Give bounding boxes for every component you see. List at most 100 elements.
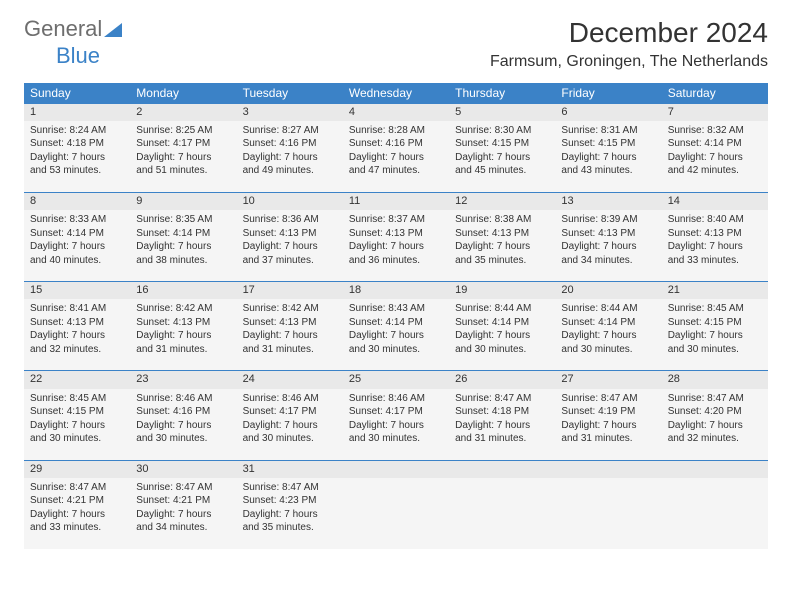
day-content-cell: Sunrise: 8:45 AMSunset: 4:15 PMDaylight:… <box>24 389 130 461</box>
sunrise-text: Sunrise: 8:25 AM <box>136 124 230 138</box>
sunset-text: Sunset: 4:13 PM <box>30 316 124 330</box>
day-number-cell: 7 <box>662 103 768 121</box>
daynum-row: 1234567 <box>24 103 768 121</box>
sunset-text: Sunset: 4:13 PM <box>349 227 443 241</box>
sunrise-text: Sunrise: 8:47 AM <box>561 392 655 406</box>
day-number-cell: 20 <box>555 282 661 300</box>
day-number-cell: 18 <box>343 282 449 300</box>
day-number-cell <box>343 460 449 478</box>
day-content-cell: Sunrise: 8:24 AMSunset: 4:18 PMDaylight:… <box>24 121 130 193</box>
content-row: Sunrise: 8:45 AMSunset: 4:15 PMDaylight:… <box>24 389 768 461</box>
daylight-text-1: Daylight: 7 hours <box>243 419 337 433</box>
day-number-cell: 13 <box>555 192 661 210</box>
sunrise-text: Sunrise: 8:47 AM <box>243 481 337 495</box>
sunset-text: Sunset: 4:16 PM <box>349 137 443 151</box>
day-content-cell <box>343 478 449 549</box>
sunrise-text: Sunrise: 8:38 AM <box>455 213 549 227</box>
brand-word1: General <box>24 18 102 40</box>
day-content-cell: Sunrise: 8:39 AMSunset: 4:13 PMDaylight:… <box>555 210 661 282</box>
daylight-text-2: and 31 minutes. <box>136 343 230 357</box>
day-number-cell: 4 <box>343 103 449 121</box>
day-number-cell: 27 <box>555 371 661 389</box>
sunrise-text: Sunrise: 8:47 AM <box>136 481 230 495</box>
day-number-cell <box>449 460 555 478</box>
day-content-cell: Sunrise: 8:44 AMSunset: 4:14 PMDaylight:… <box>449 299 555 371</box>
content-row: Sunrise: 8:33 AMSunset: 4:14 PM Daylight:… <box>24 210 768 282</box>
weekday-sun: Sunday <box>24 83 130 104</box>
weekday-wed: Wednesday <box>343 83 449 104</box>
daylight-text-2: and 35 minutes. <box>243 521 337 535</box>
day-number-cell: 26 <box>449 371 555 389</box>
day-number-cell: 15 <box>24 282 130 300</box>
sunrise-text: Sunrise: 8:33 AM <box>30 213 124 227</box>
content-row: Sunrise: 8:24 AMSunset: 4:18 PMDaylight:… <box>24 121 768 193</box>
sunset-text: Sunset: 4:13 PM <box>243 227 337 241</box>
sunset-text: Sunset: 4:16 PM <box>243 137 337 151</box>
sunrise-text: Sunrise: 8:46 AM <box>349 392 443 406</box>
day-number-cell: 25 <box>343 371 449 389</box>
daylight-text-2: and 31 minutes. <box>243 343 337 357</box>
daylight-text-1: Daylight: 7 hours <box>668 329 762 343</box>
calendar-body: 1234567Sunrise: 8:24 AMSunset: 4:18 PMDa… <box>24 103 768 548</box>
day-number-cell: 23 <box>130 371 236 389</box>
daylight-text-1: Daylight: 7 hours <box>30 329 124 343</box>
daylight-text-1: Daylight: 7 hours <box>561 240 655 254</box>
daylight-text-1: Daylight: 7 hours <box>668 240 762 254</box>
sunrise-text: Sunrise: 8:24 AM <box>30 124 124 138</box>
daylight-text-2: and 45 minutes. <box>455 164 549 178</box>
day-number-cell <box>662 460 768 478</box>
daylight-text-2: and 30 minutes. <box>136 432 230 446</box>
brand-triangle-icon <box>104 21 122 37</box>
sunrise-text: Sunrise: 8:47 AM <box>668 392 762 406</box>
daylight-text-1: Daylight: 7 hours <box>455 419 549 433</box>
sunset-text: Sunset: 4:14 PM <box>455 316 549 330</box>
daylight-text-1: Daylight: 7 hours <box>349 329 443 343</box>
sunrise-text: Sunrise: 8:43 AM <box>349 302 443 316</box>
daylight-text-1: Daylight: 7 hours <box>30 151 124 165</box>
content-row: Sunrise: 8:41 AMSunset: 4:13 PMDaylight:… <box>24 299 768 371</box>
day-content-cell: Sunrise: 8:36 AMSunset: 4:13 PMDaylight:… <box>237 210 343 282</box>
sunset-text: Sunset: 4:17 PM <box>136 137 230 151</box>
day-content-cell <box>555 478 661 549</box>
sunset-text: Sunset: 4:18 PM <box>30 137 124 151</box>
daylight-text-2: and 38 minutes. <box>136 254 230 268</box>
sunrise-text: Sunrise: 8:42 AM <box>243 302 337 316</box>
weekday-header-row: Sunday Monday Tuesday Wednesday Thursday… <box>24 83 768 104</box>
day-number-cell: 6 <box>555 103 661 121</box>
daylight-text-2: and 53 minutes. <box>30 164 124 178</box>
day-content-cell: Sunrise: 8:25 AMSunset: 4:17 PMDaylight:… <box>130 121 236 193</box>
daylight-text-1: Daylight: 7 hours <box>136 508 230 522</box>
sunrise-text: Sunrise: 8:36 AM <box>243 213 337 227</box>
sunset-text: Sunset: 4:15 PM <box>561 137 655 151</box>
weekday-tue: Tuesday <box>237 83 343 104</box>
day-content-cell: Sunrise: 8:47 AMSunset: 4:23 PMDaylight:… <box>237 478 343 549</box>
daylight-text-2: and 33 minutes. <box>30 521 124 535</box>
sunrise-text: Sunrise: 8:45 AM <box>30 392 124 406</box>
day-number-cell: 2 <box>130 103 236 121</box>
weekday-fri: Friday <box>555 83 661 104</box>
sunrise-text: Sunrise: 8:31 AM <box>561 124 655 138</box>
sunrise-text: Sunrise: 8:44 AM <box>561 302 655 316</box>
daynum-row: 891011121314 <box>24 192 768 210</box>
day-number-cell: 14 <box>662 192 768 210</box>
title-block: December 2024 Farmsum, Groningen, The Ne… <box>490 18 768 71</box>
sunset-text: Sunset: 4:14 PM <box>30 227 124 241</box>
day-content-cell: Sunrise: 8:33 AMSunset: 4:14 PMDaylight:… <box>24 210 130 282</box>
daylight-text-1: Daylight: 7 hours <box>243 240 337 254</box>
sunset-text: Sunset: 4:21 PM <box>30 494 124 508</box>
sunset-text: Sunset: 4:14 PM <box>668 137 762 151</box>
brand-word2: Blue <box>56 43 100 68</box>
daylight-text-1: Daylight: 7 hours <box>136 240 230 254</box>
day-number-cell: 28 <box>662 371 768 389</box>
sunset-text: Sunset: 4:20 PM <box>668 405 762 419</box>
daynum-row: 293031 <box>24 460 768 478</box>
daylight-text-2: and 30 minutes. <box>668 343 762 357</box>
day-number-cell: 21 <box>662 282 768 300</box>
sunrise-text: Sunrise: 8:46 AM <box>243 392 337 406</box>
daylight-text-1: Daylight: 7 hours <box>243 151 337 165</box>
day-content-cell: Sunrise: 8:42 AMSunset: 4:13 PMDaylight:… <box>237 299 343 371</box>
sunset-text: Sunset: 4:16 PM <box>136 405 230 419</box>
day-number-cell: 11 <box>343 192 449 210</box>
day-content-cell: Sunrise: 8:32 AMSunset: 4:14 PMDaylight:… <box>662 121 768 193</box>
sunrise-text: Sunrise: 8:39 AM <box>561 213 655 227</box>
